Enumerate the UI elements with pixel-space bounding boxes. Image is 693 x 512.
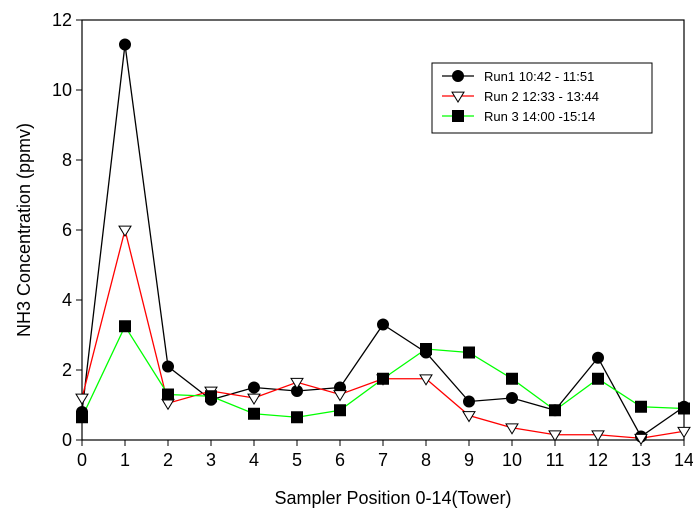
data-point bbox=[162, 388, 174, 401]
x-tick-label: 1 bbox=[120, 450, 130, 470]
data-point bbox=[248, 381, 260, 394]
data-point bbox=[419, 374, 433, 386]
data-point bbox=[118, 225, 132, 238]
series-2-markers bbox=[75, 225, 691, 446]
data-point bbox=[506, 372, 518, 385]
data-point bbox=[205, 390, 217, 403]
data-point bbox=[420, 343, 432, 355]
legend-label: Run 2 12:33 - 13:44 bbox=[484, 89, 599, 104]
data-point bbox=[377, 372, 389, 385]
data-point bbox=[75, 393, 89, 406]
x-tick-label: 14 bbox=[674, 450, 693, 470]
y-tick-label: 12 bbox=[52, 10, 72, 30]
data-point bbox=[76, 411, 88, 424]
data-point bbox=[548, 430, 562, 442]
data-point bbox=[463, 346, 475, 359]
data-point bbox=[634, 433, 648, 446]
x-tick-label: 4 bbox=[249, 450, 259, 470]
data-point bbox=[463, 395, 475, 408]
x-tick-label: 10 bbox=[502, 450, 522, 470]
data-point bbox=[591, 430, 605, 442]
legend-marker bbox=[451, 91, 465, 104]
series-2 bbox=[81, 229, 685, 439]
data-point bbox=[592, 372, 604, 385]
x-axis-title: Sampler Position 0-14(Tower) bbox=[274, 488, 511, 508]
legend-box bbox=[431, 62, 653, 134]
x-tick-label: 7 bbox=[378, 450, 388, 470]
data-point bbox=[290, 377, 304, 390]
y-tick-label: 4 bbox=[62, 290, 72, 310]
x-tick-label: 5 bbox=[292, 450, 302, 470]
legend-marker bbox=[452, 110, 464, 122]
data-point bbox=[635, 400, 647, 413]
x-tick-label: 8 bbox=[421, 450, 431, 470]
x-tick-label: 9 bbox=[464, 450, 474, 470]
data-point bbox=[505, 423, 519, 435]
series-3-line bbox=[81, 324, 685, 418]
y-tick-label: 0 bbox=[62, 430, 72, 450]
y-tick-label: 8 bbox=[62, 150, 72, 170]
series-3-markers bbox=[76, 320, 690, 424]
data-point bbox=[247, 393, 261, 406]
data-point bbox=[462, 411, 476, 423]
x-tick-label: 11 bbox=[546, 450, 565, 470]
data-point bbox=[592, 351, 604, 364]
legend-label: Run1 10:42 - 11:51 bbox=[484, 69, 594, 84]
y-tick-label: 10 bbox=[52, 80, 72, 100]
data-point bbox=[291, 411, 303, 424]
data-point bbox=[161, 398, 175, 411]
series-2-line bbox=[81, 229, 685, 439]
data-point bbox=[162, 360, 174, 373]
series-3 bbox=[81, 324, 685, 418]
x-tick-label: 6 bbox=[335, 450, 345, 470]
legend-label: Run 3 14:00 -15:14 bbox=[484, 109, 595, 124]
x-tick-label: 2 bbox=[163, 450, 173, 470]
data-point bbox=[334, 404, 346, 417]
data-point bbox=[119, 38, 131, 51]
legend: Run1 10:42 - 11:51 Run 2 12:33 - 13:44 Run… bbox=[431, 62, 653, 134]
data-point bbox=[333, 390, 347, 402]
data-point bbox=[119, 320, 131, 333]
legend-marker bbox=[452, 70, 464, 82]
series-layer bbox=[75, 38, 691, 446]
data-point bbox=[678, 402, 690, 415]
data-point bbox=[677, 426, 691, 439]
data-point bbox=[377, 318, 389, 331]
data-point bbox=[549, 404, 561, 417]
data-point bbox=[248, 407, 260, 420]
y-tick-label: 6 bbox=[62, 220, 72, 240]
x-tick-label: 12 bbox=[588, 450, 608, 470]
y-axis-title: NH3 Concentration (ppmv) bbox=[14, 123, 34, 337]
x-tick-label: 3 bbox=[206, 450, 216, 470]
x-tick-label: 13 bbox=[631, 450, 651, 470]
data-point bbox=[506, 392, 518, 404]
x-tick-label: 0 bbox=[77, 450, 87, 470]
y-tick-label: 2 bbox=[62, 360, 72, 380]
